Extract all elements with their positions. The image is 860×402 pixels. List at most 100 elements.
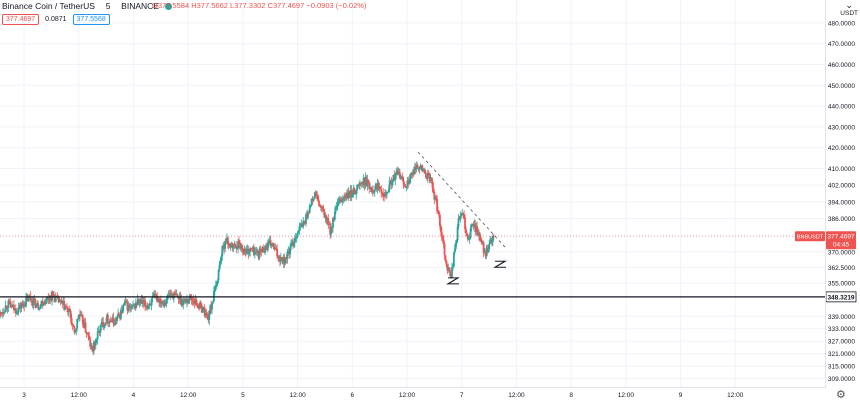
candle-body [270, 244, 273, 246]
candle-body [341, 199, 344, 202]
candle-body [93, 341, 95, 352]
candle-body [127, 304, 130, 311]
candle-body [242, 251, 245, 254]
candle-body [124, 300, 127, 303]
candle-body [173, 293, 176, 294]
candle-body [50, 295, 53, 301]
time-axis[interactable]: 3 12:00 4 12:00 5 12:00 6 12:00 7 12:00 8 12:00 9 12:… [22, 392, 744, 399]
candle-body [382, 192, 385, 196]
candle-body [253, 251, 256, 256]
candle-body [275, 248, 278, 249]
candle-body [386, 192, 389, 194]
price-axis[interactable]: 480.0000 470.0000 460.0000 450.0000 440.0000… [828, 20, 855, 383]
symbol-title[interactable]: Binance Coin / TetherUS [2, 1, 95, 11]
candle-body [299, 225, 302, 227]
candle-body [352, 188, 355, 195]
level-tag-value: 348.3219 [827, 294, 854, 301]
candle-body [290, 244, 293, 247]
candle-body [235, 245, 238, 249]
candle-body [321, 207, 324, 210]
bid-price[interactable]: 377.4697 [2, 14, 40, 25]
x-tick-label: 12:00 [618, 392, 635, 399]
close-value: C377.4697 [267, 1, 305, 10]
candle-body [408, 183, 411, 184]
candle-body [292, 241, 294, 246]
candle-body [55, 295, 58, 297]
interval-label[interactable]: 5 [105, 1, 111, 11]
candle-body [22, 303, 25, 305]
price-axis-divider [825, 0, 826, 388]
candle-body [373, 189, 376, 192]
candle-body [27, 295, 30, 302]
exchange-label: BINANCE [121, 1, 159, 11]
ask-price[interactable]: 377.5568 [72, 14, 110, 25]
candle-body [331, 226, 333, 229]
y-tick-label: 470.0000 [828, 41, 855, 48]
candle-body [132, 305, 134, 307]
candle-body [21, 303, 24, 307]
high-value: H377.5662 [191, 1, 228, 10]
candle-body [320, 207, 323, 208]
candle-body [365, 177, 368, 187]
candle-body [300, 223, 303, 226]
candle-body [135, 303, 138, 305]
candle-body [81, 315, 84, 324]
candle-body [84, 322, 87, 332]
candle-body [56, 295, 59, 297]
candle-body [88, 336, 91, 340]
candle-body [140, 299, 143, 304]
candle-body [213, 286, 216, 292]
candle-body [39, 307, 41, 309]
candle-body [49, 295, 52, 301]
candle-body [108, 320, 111, 323]
candle-body [325, 215, 328, 221]
candle-body [187, 299, 190, 303]
candle-body [409, 174, 412, 184]
candle-body [139, 299, 142, 302]
candle-body [118, 313, 120, 316]
scribble-annotation [445, 277, 460, 285]
x-tick-label: 12:00 [727, 392, 744, 399]
candle-body [293, 238, 296, 243]
chart-legend[interactable]: Binance Coin / TetherUS 5 BINANCE [2, 1, 173, 11]
candle-body [318, 200, 320, 206]
currency-label[interactable]: ⌄ USDT [840, 0, 858, 18]
candle-body [417, 168, 420, 170]
gear-icon[interactable]: ⚙ [836, 389, 846, 401]
candle-body [291, 241, 293, 245]
market-status-icon [165, 3, 173, 10]
candle-body [77, 318, 80, 319]
candle-body [413, 166, 416, 171]
candle-body [203, 307, 206, 316]
candle-body [2, 312, 5, 314]
candle-body [394, 174, 397, 181]
chart-lines [0, 151, 825, 298]
candle-body [138, 301, 141, 303]
countdown-value: 04:45 [833, 242, 850, 249]
candle-body [361, 181, 364, 185]
candle-body [73, 326, 76, 333]
candle-body [358, 184, 360, 186]
candle-body [102, 322, 105, 328]
candle-body [54, 296, 57, 302]
candle-body [193, 302, 196, 304]
candle-body [342, 198, 345, 200]
candle-body [271, 243, 274, 245]
y-tick-label: 480.0000 [828, 20, 855, 27]
candle-body [112, 317, 115, 324]
candle-body [406, 180, 409, 187]
candle-body [399, 172, 401, 179]
candle-body [436, 198, 439, 212]
candle-body [458, 218, 461, 220]
candle-body [41, 301, 44, 306]
candle-body [230, 243, 233, 245]
candle-body [231, 243, 234, 249]
candle-body [6, 307, 9, 309]
x-tick-label: 12:00 [289, 392, 306, 399]
candle-body [264, 245, 266, 253]
candle-body [398, 172, 400, 175]
candle-body [324, 215, 327, 218]
candle-body [333, 211, 336, 220]
candle-body [473, 224, 476, 227]
